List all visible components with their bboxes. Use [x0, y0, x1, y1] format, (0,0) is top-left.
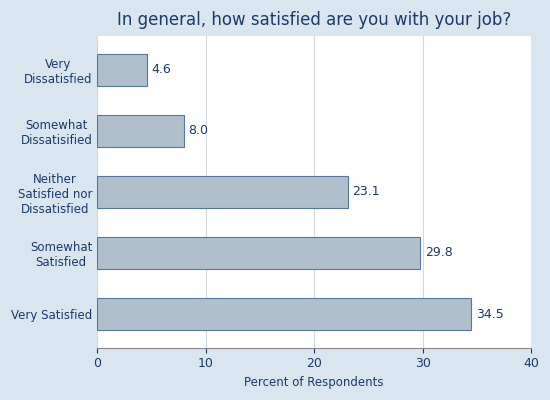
Text: 29.8: 29.8 [425, 246, 453, 260]
Bar [97, 115, 184, 147]
Title: In general, how satisfied are you with your job?: In general, how satisfied are you with y… [117, 11, 511, 29]
Text: 4.6: 4.6 [151, 63, 171, 76]
Bar [97, 54, 147, 86]
Text: 23.1: 23.1 [352, 186, 379, 198]
X-axis label: Percent of Respondents: Percent of Respondents [244, 376, 384, 389]
Bar [97, 237, 420, 269]
Bar [97, 176, 348, 208]
Bar [97, 298, 471, 330]
Text: 34.5: 34.5 [476, 308, 503, 320]
Text: 8.0: 8.0 [188, 124, 208, 137]
